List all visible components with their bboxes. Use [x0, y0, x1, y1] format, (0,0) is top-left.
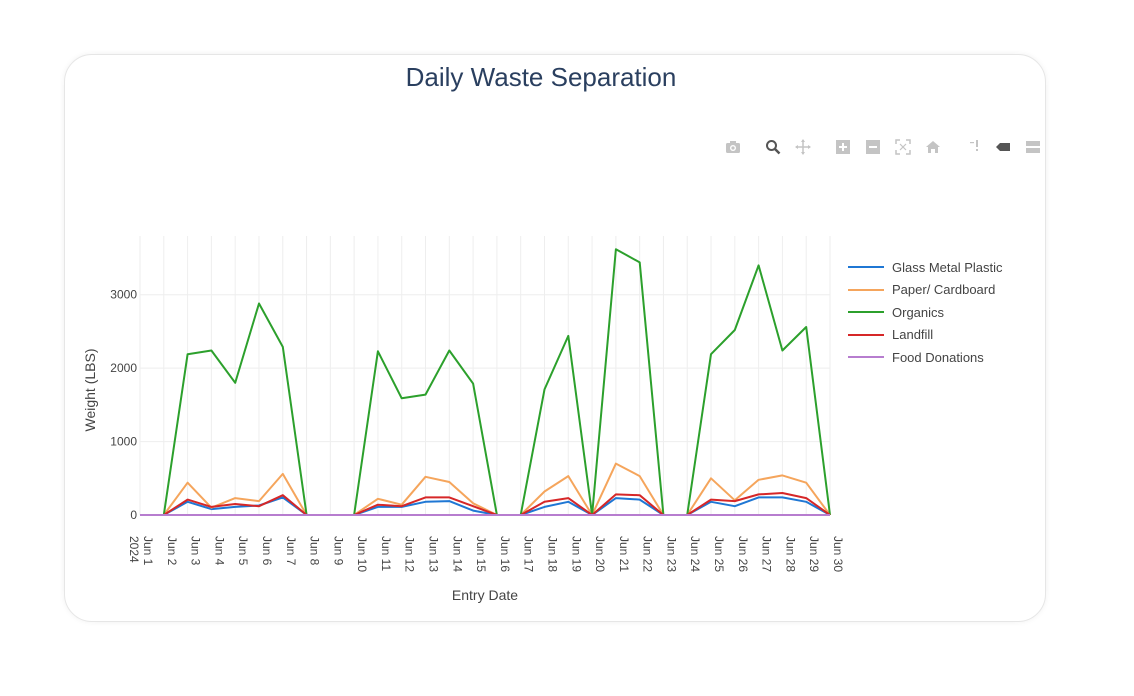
legend-item[interactable]: Paper/ Cardboard: [848, 279, 1003, 302]
autoscale-icon[interactable]: [892, 136, 914, 158]
legend-item[interactable]: Food Donations: [848, 346, 1003, 369]
x-tick-label: Jun 5: [236, 536, 250, 566]
modebar: [722, 136, 1052, 158]
x-tick-label: Jun 13: [427, 536, 441, 572]
x-tick-label: Jun 8: [308, 536, 322, 566]
chart-card: [64, 54, 1046, 622]
x-tick-label: Jun 25: [712, 536, 726, 572]
pan-icon[interactable]: [792, 136, 814, 158]
x-tick-label: Jun 10: [355, 536, 369, 572]
x-tick-label: Jun 15: [474, 536, 488, 572]
x-axis-label: Entry Date: [452, 587, 518, 603]
x-tick-label: Jun 22: [641, 536, 655, 572]
camera-icon[interactable]: [722, 136, 744, 158]
series-line-organics[interactable]: [140, 248, 831, 516]
x-tick-label: Jun 6: [260, 536, 274, 566]
legend-label: Landfill: [892, 327, 934, 343]
x-tick-label: Jun 30: [831, 536, 845, 572]
x-tick-label: Jun 9: [331, 536, 345, 566]
legend-swatch: [848, 311, 884, 314]
y-tick-label: 0: [130, 508, 137, 522]
legend-label: Glass Metal Plastic: [892, 259, 1003, 275]
y-tick-label: 1000: [110, 435, 137, 449]
x-tick-label: Jun 14: [450, 536, 464, 572]
legend-label: Paper/ Cardboard: [892, 282, 996, 298]
series-line-landfill[interactable]: [140, 492, 831, 516]
legend-swatch: [848, 266, 884, 269]
x-tick-label: Jun 7: [284, 536, 298, 566]
series-line-paper-cardboard[interactable]: [140, 462, 831, 516]
legend-label: Food Donations: [892, 349, 984, 365]
legend-label: Organics: [892, 304, 945, 320]
grid-layer: [139, 236, 831, 516]
y-axis-label: Weight (LBS): [82, 349, 98, 432]
reset-axes-icon[interactable]: [922, 136, 944, 158]
x-tick-label: Jun 19: [569, 536, 583, 572]
y-tick-label: 2000: [110, 361, 137, 375]
x-tick-label: Jun 26: [736, 536, 750, 572]
x-tick-label: Jun 1: [141, 536, 155, 566]
legend-swatch: [848, 288, 884, 291]
y-axis-ticks: 0 1000 2000 3000: [110, 288, 137, 522]
x-tick-label: Jun 12: [403, 536, 417, 572]
zoom-icon[interactable]: [762, 136, 784, 158]
zoom-out-icon[interactable]: [862, 136, 884, 158]
x-tick-label: Jun 21: [617, 536, 631, 572]
legend: Glass Metal Plastic Paper/ Cardboard Organ…: [848, 256, 1003, 369]
x-tick-label: Jun 29: [807, 536, 821, 572]
chart-title: Daily Waste Separation: [405, 62, 677, 92]
x-tick-label: Jun 16: [498, 536, 512, 572]
x-tick-label: Jun 28: [783, 536, 797, 572]
x-tick-label: Jun 23: [664, 536, 678, 572]
legend-swatch: [848, 356, 884, 359]
x-tick-label: Jun 4: [212, 536, 226, 566]
x-tick-label: Jun 18: [545, 536, 559, 572]
spike-lines-icon[interactable]: [962, 136, 984, 158]
legend-item[interactable]: Glass Metal Plastic: [848, 256, 1003, 279]
x-tick-label: Jun 17: [522, 536, 536, 572]
hover-compare-icon[interactable]: [1022, 136, 1044, 158]
series-layer: [140, 248, 831, 516]
hover-closest-icon[interactable]: [992, 136, 1014, 158]
x-year-label: 2024: [127, 536, 141, 563]
legend-swatch: [848, 333, 884, 336]
x-tick-label: Jun 3: [189, 536, 203, 566]
y-tick-label: 3000: [110, 288, 137, 302]
x-tick-label: Jun 2: [165, 536, 179, 566]
zoom-in-icon[interactable]: [832, 136, 854, 158]
legend-item[interactable]: Organics: [848, 301, 1003, 324]
x-tick-label: Jun 11: [379, 536, 393, 571]
legend-item[interactable]: Landfill: [848, 324, 1003, 347]
x-tick-label: Jun 20: [593, 536, 607, 572]
x-axis-ticks: Jun 1 Jun 2 Jun 3 Jun 4 Jun 5 Jun 6 Jun 7 Jun 8…: [127, 536, 845, 572]
x-tick-label: Jun 27: [760, 536, 774, 572]
x-tick-label: Jun 24: [688, 536, 702, 572]
